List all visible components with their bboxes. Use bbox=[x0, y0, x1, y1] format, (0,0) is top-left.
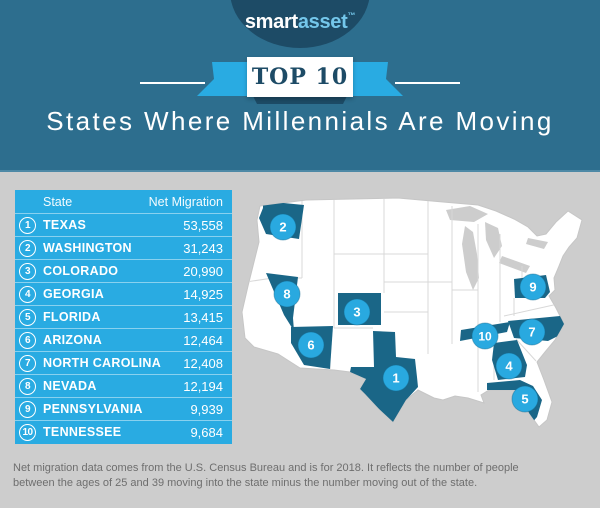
column-header-net-migration: Net Migration bbox=[148, 194, 223, 209]
table-row: 9 PENNSYLVANIA 9,939 bbox=[15, 397, 232, 420]
migration-value: 20,990 bbox=[183, 263, 223, 279]
map-marker-colorado: 3 bbox=[343, 298, 371, 326]
table-row: 3 COLORADO 20,990 bbox=[15, 259, 232, 282]
svg-text:9: 9 bbox=[529, 280, 536, 295]
ribbon-right-wing bbox=[351, 62, 403, 96]
svg-text:5: 5 bbox=[521, 392, 528, 407]
table-row: 10 TENNESSEE 9,684 bbox=[15, 420, 232, 443]
page-title: States Where Millennials Are Moving bbox=[46, 106, 554, 136]
state-name: NORTH CAROLINA bbox=[43, 356, 162, 370]
migration-value: 14,925 bbox=[183, 286, 223, 302]
svg-text:2: 2 bbox=[279, 220, 286, 235]
column-header-state: State bbox=[43, 194, 73, 209]
map-marker-florida: 5 bbox=[511, 385, 539, 413]
content-area: State Net Migration 1 TEXAS 53,558 2 WAS… bbox=[0, 172, 600, 508]
footnote: Net migration data comes from the U.S. C… bbox=[13, 461, 598, 491]
table-row: 5 FLORIDA 13,415 bbox=[15, 305, 232, 328]
migration-value: 31,243 bbox=[183, 240, 223, 256]
svg-text:6: 6 bbox=[307, 338, 314, 353]
table-header-row: State Net Migration bbox=[15, 190, 232, 213]
migration-value: 12,464 bbox=[183, 332, 223, 348]
migration-value: 12,408 bbox=[183, 355, 223, 371]
logo-part-asset: asset bbox=[297, 11, 348, 33]
map-marker-washington: 2 bbox=[269, 213, 297, 241]
state-name: TEXAS bbox=[43, 218, 87, 232]
rank-badge: 4 bbox=[19, 285, 36, 303]
table-row: 7 NORTH CAROLINA 12,408 bbox=[15, 351, 232, 374]
svg-text:8: 8 bbox=[283, 287, 290, 302]
svg-text:10: 10 bbox=[478, 330, 492, 344]
migration-value: 9,684 bbox=[190, 424, 223, 440]
us-map: 1 2 3 4 5 bbox=[238, 194, 598, 434]
state-name: FLORIDA bbox=[43, 310, 101, 324]
rank-badge: 5 bbox=[19, 308, 36, 326]
trademark-symbol: ™ bbox=[347, 11, 356, 20]
map-marker-georgia: 4 bbox=[495, 352, 523, 380]
table-row: 2 WASHINGTON 31,243 bbox=[15, 236, 232, 259]
map-marker-pennsylvania: 9 bbox=[519, 273, 547, 301]
map-marker-texas: 1 bbox=[382, 364, 410, 392]
rank-badge: 3 bbox=[19, 262, 36, 280]
migration-value: 12,194 bbox=[183, 378, 223, 394]
table-row: 4 GEORGIA 14,925 bbox=[15, 282, 232, 305]
map-markers: 1 2 3 4 5 bbox=[269, 213, 547, 413]
state-name: COLORADO bbox=[43, 264, 119, 278]
map-marker-tennessee: 10 bbox=[471, 322, 499, 350]
svg-text:1: 1 bbox=[392, 371, 399, 386]
ribbon-right-line bbox=[395, 82, 460, 84]
table-row: 1 TEXAS 53,558 bbox=[15, 213, 232, 236]
table-row: 6 ARIZONA 12,464 bbox=[15, 328, 232, 351]
smartasset-logo-text: smartasset™ bbox=[230, 11, 370, 34]
migration-value: 53,558 bbox=[183, 217, 223, 233]
state-name: WASHINGTON bbox=[43, 241, 132, 255]
state-name: PENNSYLVANIA bbox=[43, 402, 143, 416]
rank-badge: 1 bbox=[19, 216, 36, 234]
map-marker-arizona: 6 bbox=[297, 331, 325, 359]
migration-value: 9,939 bbox=[190, 401, 223, 417]
migration-value: 13,415 bbox=[183, 309, 223, 325]
svg-text:7: 7 bbox=[528, 325, 535, 340]
header-banner: smartasset™ TOP 10 States Where Millenni… bbox=[0, 0, 600, 172]
smartasset-logo: smartasset™ bbox=[230, 0, 370, 48]
state-name: GEORGIA bbox=[43, 287, 105, 301]
table-row: 8 NEVADA 12,194 bbox=[15, 374, 232, 397]
rank-badge: 9 bbox=[19, 400, 36, 418]
top10-badge-label: TOP 10 bbox=[251, 64, 349, 90]
rank-badge: 8 bbox=[19, 377, 36, 395]
footnote-line2: between the ages of 25 and 39 moving int… bbox=[13, 477, 478, 489]
ribbon-left-line bbox=[140, 82, 205, 84]
map-marker-nevada: 8 bbox=[273, 280, 301, 308]
map-marker-north-carolina: 7 bbox=[518, 318, 546, 346]
state-name: ARIZONA bbox=[43, 333, 103, 347]
state-name: TENNESSEE bbox=[43, 425, 122, 439]
state-name: NEVADA bbox=[43, 379, 97, 393]
svg-text:3: 3 bbox=[353, 305, 360, 320]
ribbon-left-wing bbox=[197, 62, 249, 96]
rank-badge: 2 bbox=[19, 239, 36, 257]
svg-text:4: 4 bbox=[505, 359, 513, 374]
rank-badge: 6 bbox=[19, 331, 36, 349]
rank-badge: 7 bbox=[19, 354, 36, 372]
footnote-line1: Net migration data comes from the U.S. C… bbox=[13, 462, 519, 474]
top10-badge: TOP 10 bbox=[247, 57, 353, 97]
ranking-table: State Net Migration 1 TEXAS 53,558 2 WAS… bbox=[15, 190, 232, 444]
logo-part-smart: smart bbox=[244, 11, 298, 33]
rank-badge: 10 bbox=[19, 423, 36, 441]
